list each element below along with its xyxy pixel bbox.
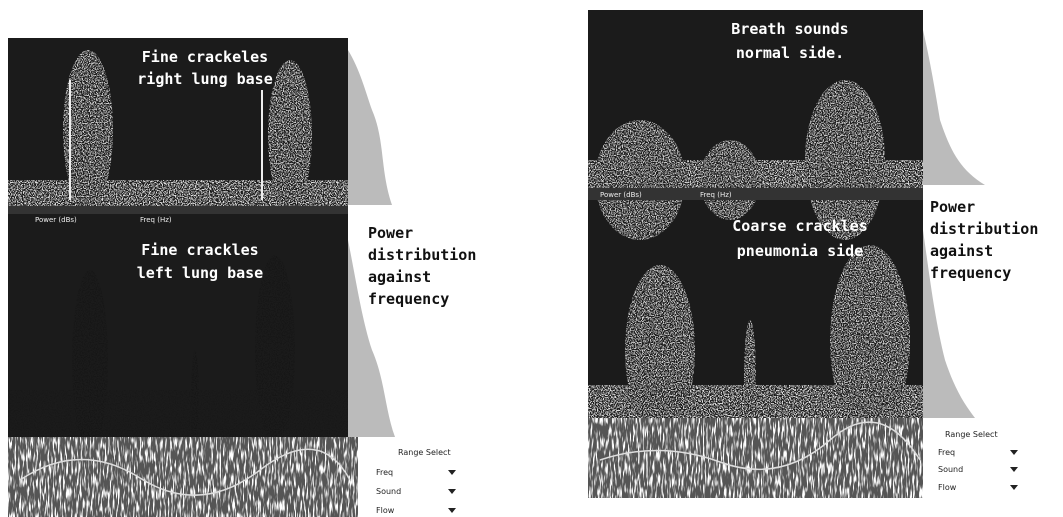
burst <box>805 80 885 240</box>
caption: Coarse crackles <box>732 217 867 235</box>
range-select-title: Range Select <box>945 430 998 439</box>
range-select-row[interactable]: Freq <box>938 448 955 457</box>
power-caption: Power <box>930 198 975 216</box>
left-panel: Fine crackeles right lung base Fine crac… <box>8 38 476 517</box>
power-caption: distribution <box>368 246 476 264</box>
burst <box>595 120 685 240</box>
axis-label: Power (dBs) <box>600 191 642 199</box>
separator <box>8 206 348 214</box>
burst <box>268 60 312 210</box>
caption: normal side. <box>736 44 844 62</box>
power-caption: frequency <box>368 290 449 308</box>
axis-label: Freq (Hz) <box>700 191 732 199</box>
dropdown-arrows[interactable] <box>1010 450 1018 490</box>
range-select-row[interactable]: Sound <box>376 487 401 496</box>
caption: Fine crackeles <box>142 48 268 66</box>
caption: pneumonia side <box>737 242 863 260</box>
range-select-row[interactable]: Flow <box>938 483 957 492</box>
power-caption: frequency <box>930 264 1011 282</box>
range-select-row[interactable]: Flow <box>376 506 395 515</box>
waveform-texture <box>588 418 923 498</box>
right-panel: Breath sounds normal side. Coarse crackl… <box>588 10 1038 498</box>
caption: Fine crackles <box>141 241 258 259</box>
power-caption: distribution <box>930 220 1038 238</box>
axis-label: Freq (Hz) <box>140 216 172 224</box>
burst <box>830 245 910 435</box>
range-select-row[interactable]: Sound <box>938 465 963 474</box>
power-caption: against <box>368 268 431 286</box>
power-caption: against <box>930 242 993 260</box>
figure: Fine crackeles right lung base Fine crac… <box>0 0 1063 517</box>
range-select-row[interactable]: Freq <box>376 468 393 477</box>
burst <box>700 140 760 220</box>
caption: left lung base <box>137 264 263 282</box>
caption: Breath sounds <box>731 20 848 38</box>
power-caption: Power <box>368 224 413 242</box>
dropdown-arrows[interactable] <box>448 470 456 513</box>
axis-label: Power (dBs) <box>35 216 77 224</box>
burst <box>625 265 695 435</box>
power-profile <box>923 30 985 185</box>
power-profile <box>348 50 392 205</box>
range-select-title: Range Select <box>398 448 451 457</box>
caption: right lung base <box>137 70 272 88</box>
